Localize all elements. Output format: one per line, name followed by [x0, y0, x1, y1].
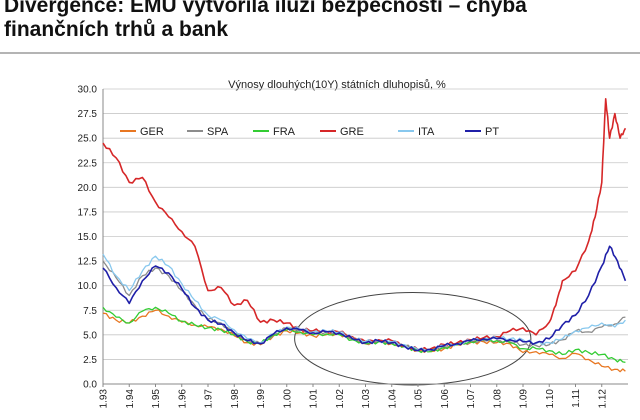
legend-label: PT — [485, 126, 499, 138]
legend-label: GER — [140, 126, 164, 138]
slide-title-line-2: finančních trhů a bank — [4, 18, 229, 41]
legend-label: ITA — [418, 126, 435, 138]
y-tick-label: 30.0 — [78, 85, 98, 96]
x-tick-label: 1.09 — [519, 389, 530, 409]
legend-item-pt: PT — [465, 126, 499, 138]
y-tick-label: 2.5 — [83, 355, 97, 366]
y-tick-label: 12.5 — [78, 257, 98, 268]
x-tick-label: 1.05 — [414, 389, 425, 409]
slide-title-line-1: Divergence: EMU vytvořila iluzi bezpečno… — [4, 0, 527, 17]
y-tick-label: 10.0 — [78, 281, 98, 292]
chart-title: Výnosy dlouhých(10Y) státních dluhopisů,… — [228, 79, 446, 91]
x-tick-label: 1.03 — [361, 389, 372, 409]
series-line-fra — [102, 306, 626, 364]
x-tick-label: 1.04 — [387, 389, 398, 409]
x-tick-label: 1.00 — [282, 389, 293, 409]
legend-label: FRA — [273, 126, 296, 138]
x-tick-label: 1.95 — [151, 389, 162, 409]
series-line-ita — [102, 253, 626, 352]
series-layer — [102, 97, 627, 373]
y-tick-label: 0.0 — [83, 380, 97, 391]
y-tick-label: 22.5 — [78, 158, 98, 169]
x-tick-label: 1.96 — [177, 389, 188, 409]
x-tick-label: 1.06 — [440, 389, 451, 409]
y-tick-label: 25.0 — [78, 134, 98, 145]
legend-item-ger: GER — [120, 126, 164, 138]
x-tick-label: 1.02 — [335, 389, 346, 409]
x-tick-label: 1.10 — [545, 389, 556, 409]
y-tick-label: 15.0 — [78, 232, 98, 243]
y-tick-label: 17.5 — [78, 207, 98, 218]
legend-item-spa: SPA — [187, 126, 229, 138]
y-tick-label: 7.5 — [83, 306, 97, 317]
x-tick-label: 1.11 — [571, 389, 582, 408]
legend-item-ita: ITA — [398, 126, 435, 138]
legend-label: GRE — [340, 126, 364, 138]
legend-label: SPA — [207, 126, 229, 138]
x-tick-label: 1.94 — [125, 389, 136, 409]
x-tick-label: 1.98 — [230, 389, 241, 409]
x-tick-label: 1.93 — [99, 389, 110, 409]
y-tick-label: 5.0 — [83, 330, 97, 341]
series-line-pt — [102, 245, 627, 353]
x-tick-label: 1.01 — [309, 389, 320, 409]
slide-title: Divergence: EMU vytvořila iluzi bezpečno… — [4, 0, 636, 42]
y-axis: 0.0 2.5 5.0 7.5 10.0 12.5 15.0 17.5 20.0 22.5 25.0… — [78, 85, 104, 391]
x-tick-label: 1.07 — [466, 389, 477, 409]
x-axis: 1.93 1.94 1.95 1.96 1.97 1.98 1.99 1.00 1.01 1.02… — [99, 383, 628, 409]
y-tick-label: 27.5 — [78, 109, 98, 120]
legend-item-fra: FRA — [253, 126, 296, 138]
legend-item-gre: GRE — [320, 126, 364, 138]
x-tick-label: 1.97 — [204, 389, 215, 409]
yield-chart: Výnosy dlouhých(10Y) státních dluhopisů,… — [0, 58, 640, 420]
x-tick-label: 1.99 — [256, 389, 267, 409]
x-tick-label: 1.12 — [597, 389, 608, 409]
series-line-gre — [102, 97, 627, 352]
x-tick-label: 1.08 — [492, 389, 503, 409]
annotation-layer — [294, 292, 532, 386]
legend: GER SPA FRA GRE ITA PT — [120, 126, 499, 138]
y-tick-label: 20.0 — [78, 183, 98, 194]
convergence-ellipse — [294, 292, 532, 386]
title-divider — [0, 52, 640, 54]
